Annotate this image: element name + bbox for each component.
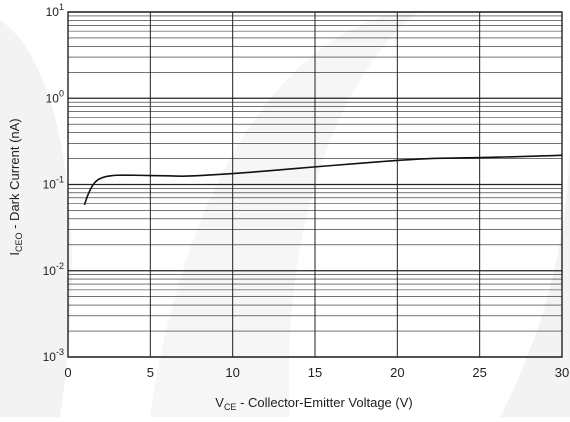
x-tick-label: 30 bbox=[555, 365, 569, 380]
x-tick-label: 20 bbox=[390, 365, 404, 380]
watermark-shape-left bbox=[0, 20, 72, 417]
x-axis-label-main: V bbox=[215, 395, 224, 410]
y-axis-label: ICEO - Dark Current (nA) bbox=[7, 118, 24, 255]
plot-frame bbox=[67, 11, 563, 358]
x-tick-label: 25 bbox=[472, 365, 486, 380]
grid bbox=[67, 11, 563, 358]
series-layer bbox=[83, 154, 563, 206]
y-axis-label-sub: CEO bbox=[14, 233, 24, 253]
y-tick-labels: 101 100 10-1 10-2 10-3 bbox=[43, 2, 64, 364]
x-axis-label-sub: CE bbox=[224, 402, 237, 412]
y-tick-label: 10-3 bbox=[43, 347, 64, 364]
x-tick-label: 0 bbox=[64, 365, 71, 380]
x-tick-label: 15 bbox=[308, 365, 322, 380]
y-tick-label: 10-2 bbox=[43, 261, 64, 278]
x-tick-label: 5 bbox=[147, 365, 154, 380]
background-watermark bbox=[0, 10, 570, 417]
x-axis-label-rest: - Collector-Emitter Voltage (V) bbox=[236, 395, 412, 410]
x-tick-label: 10 bbox=[225, 365, 239, 380]
watermark-shape-right bbox=[500, 120, 570, 417]
x-axis-label: VCE - Collector-Emitter Voltage (V) bbox=[215, 395, 412, 412]
y-tick-label: 101 bbox=[46, 2, 64, 19]
x-tick-labels: 0 5 10 15 20 25 30 bbox=[64, 365, 569, 380]
y-axis-label-main: I bbox=[7, 252, 22, 256]
series-line-dark-current bbox=[83, 154, 563, 206]
y-axis-label-rest: - Dark Current (nA) bbox=[7, 118, 22, 232]
y-tick-label: 10-1 bbox=[43, 175, 64, 192]
plot-border bbox=[67, 11, 563, 358]
y-tick-label: 100 bbox=[46, 88, 64, 105]
watermark-shape-center bbox=[150, 10, 420, 417]
